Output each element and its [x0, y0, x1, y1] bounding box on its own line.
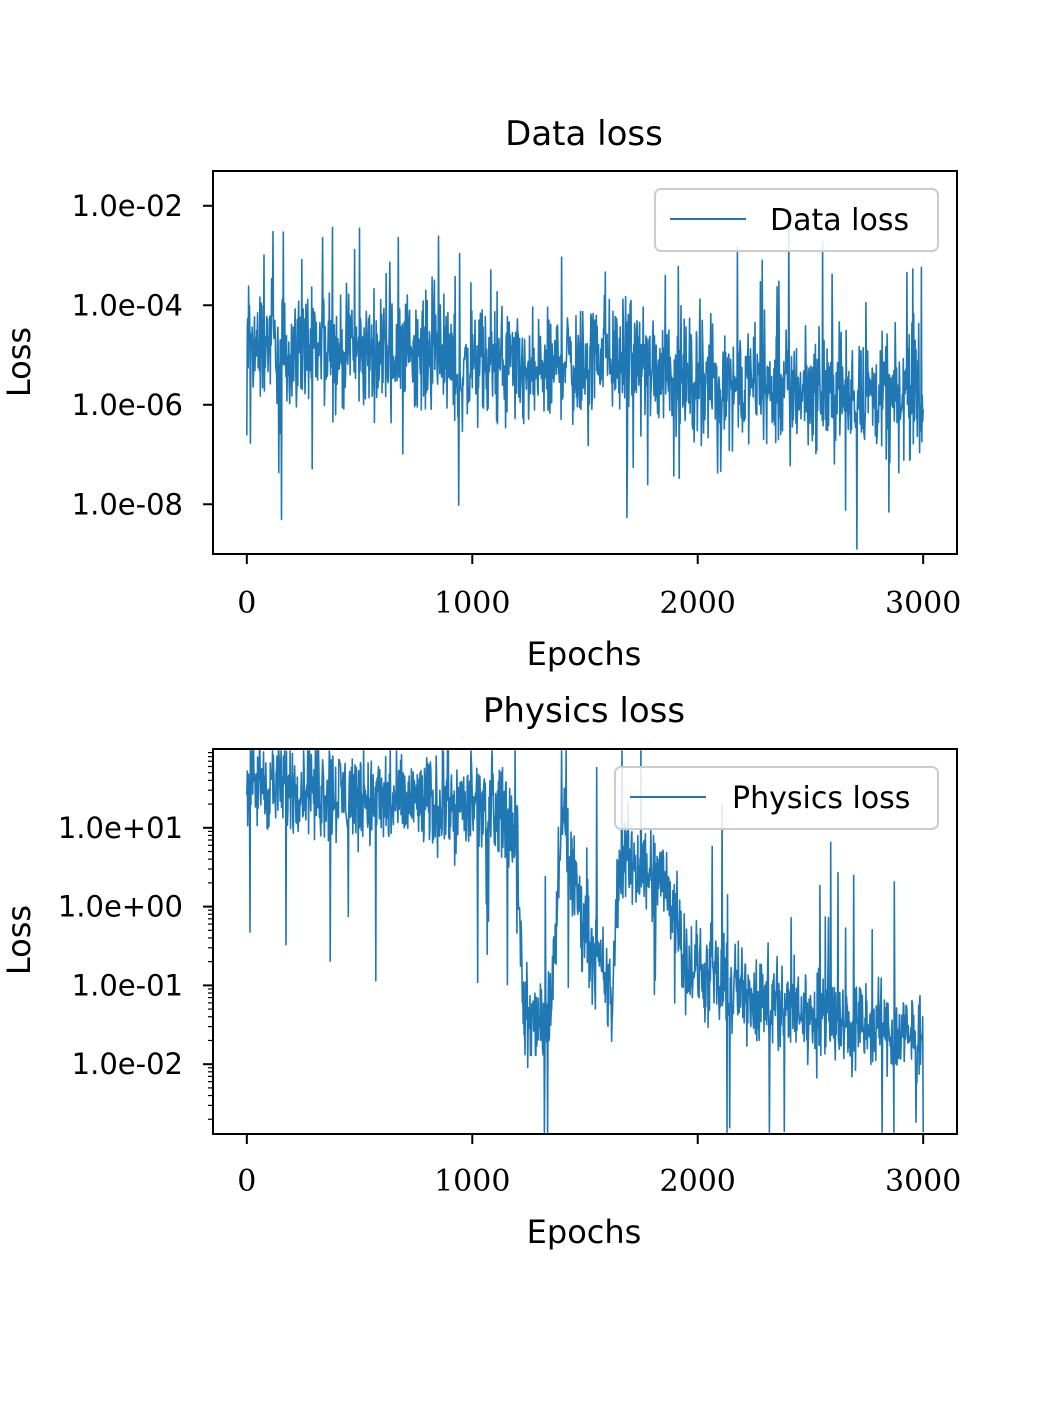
- physics-loss-xtick-label-0: 0: [237, 1164, 256, 1199]
- data-loss-panel: Data loss Loss Epochs 0 1000 2000 3000 1.0e-…: [0, 114, 961, 673]
- physics-loss-xtick-label-3: 3000: [885, 1164, 961, 1199]
- physics-loss-axes-frame: [212, 748, 958, 1135]
- physics-loss-ylabel: Loss: [0, 905, 38, 975]
- data-loss-ytick-label-1: 1.0e-06: [72, 388, 183, 422]
- data-loss-title: Data loss: [505, 114, 663, 154]
- physics-loss-ytick-label-2: 1.0e+00: [58, 890, 183, 924]
- data-loss-series-line: [246, 222, 924, 550]
- data-loss-series-layer: [246, 222, 924, 550]
- data-loss-tick-layer: 0 1000 2000 3000 1.0e-08 1.0e-06 1.0e-04 1.0e-0…: [72, 189, 962, 621]
- physics-loss-legend: Physics loss: [614, 766, 939, 830]
- physics-loss-ytick-label-0: 1.0e-02: [72, 1047, 183, 1081]
- data-loss-ytick-label-0: 1.0e-08: [72, 487, 183, 521]
- physics-loss-panel: Physics loss Loss Epochs 0 1000 2000 3000 1.…: [0, 691, 961, 1251]
- data-loss-legend: Data loss: [654, 188, 939, 252]
- data-loss-legend-box: [654, 188, 939, 252]
- data-loss-xtick-label-2: 2000: [660, 586, 736, 621]
- physics-loss-legend-box: [614, 766, 939, 830]
- physics-loss-xtick-label-1: 1000: [434, 1164, 510, 1199]
- data-loss-ylabel: Loss: [0, 327, 38, 397]
- physics-loss-xtick-label-2: 2000: [660, 1164, 736, 1199]
- data-loss-xtick-label-0: 0: [237, 586, 256, 621]
- data-loss-axes-frame: [212, 170, 958, 555]
- data-loss-ytick-label-3: 1.0e-02: [72, 189, 183, 223]
- data-loss-xtick-label-3: 3000: [885, 586, 961, 621]
- data-loss-legend-label: Data loss: [770, 203, 909, 238]
- physics-loss-ytick-label-1: 1.0e-01: [72, 968, 183, 1002]
- physics-loss-legend-label: Physics loss: [732, 781, 910, 816]
- data-loss-xtick-label-1: 1000: [434, 586, 510, 621]
- physics-loss-title: Physics loss: [483, 691, 685, 731]
- physics-loss-series-line: [246, 750, 924, 1134]
- physics-loss-xlabel: Epochs: [527, 1213, 642, 1251]
- data-loss-xlabel: Epochs: [527, 635, 642, 673]
- physics-loss-tick-layer: 0 1000 2000 3000 1.0e-02 1.0e-01 1.0e+00 1.0e+0…: [58, 752, 961, 1199]
- physics-loss-series-layer: [246, 750, 924, 1134]
- data-loss-ytick-label-2: 1.0e-04: [72, 288, 183, 322]
- physics-loss-ytick-label-3: 1.0e+01: [58, 811, 183, 845]
